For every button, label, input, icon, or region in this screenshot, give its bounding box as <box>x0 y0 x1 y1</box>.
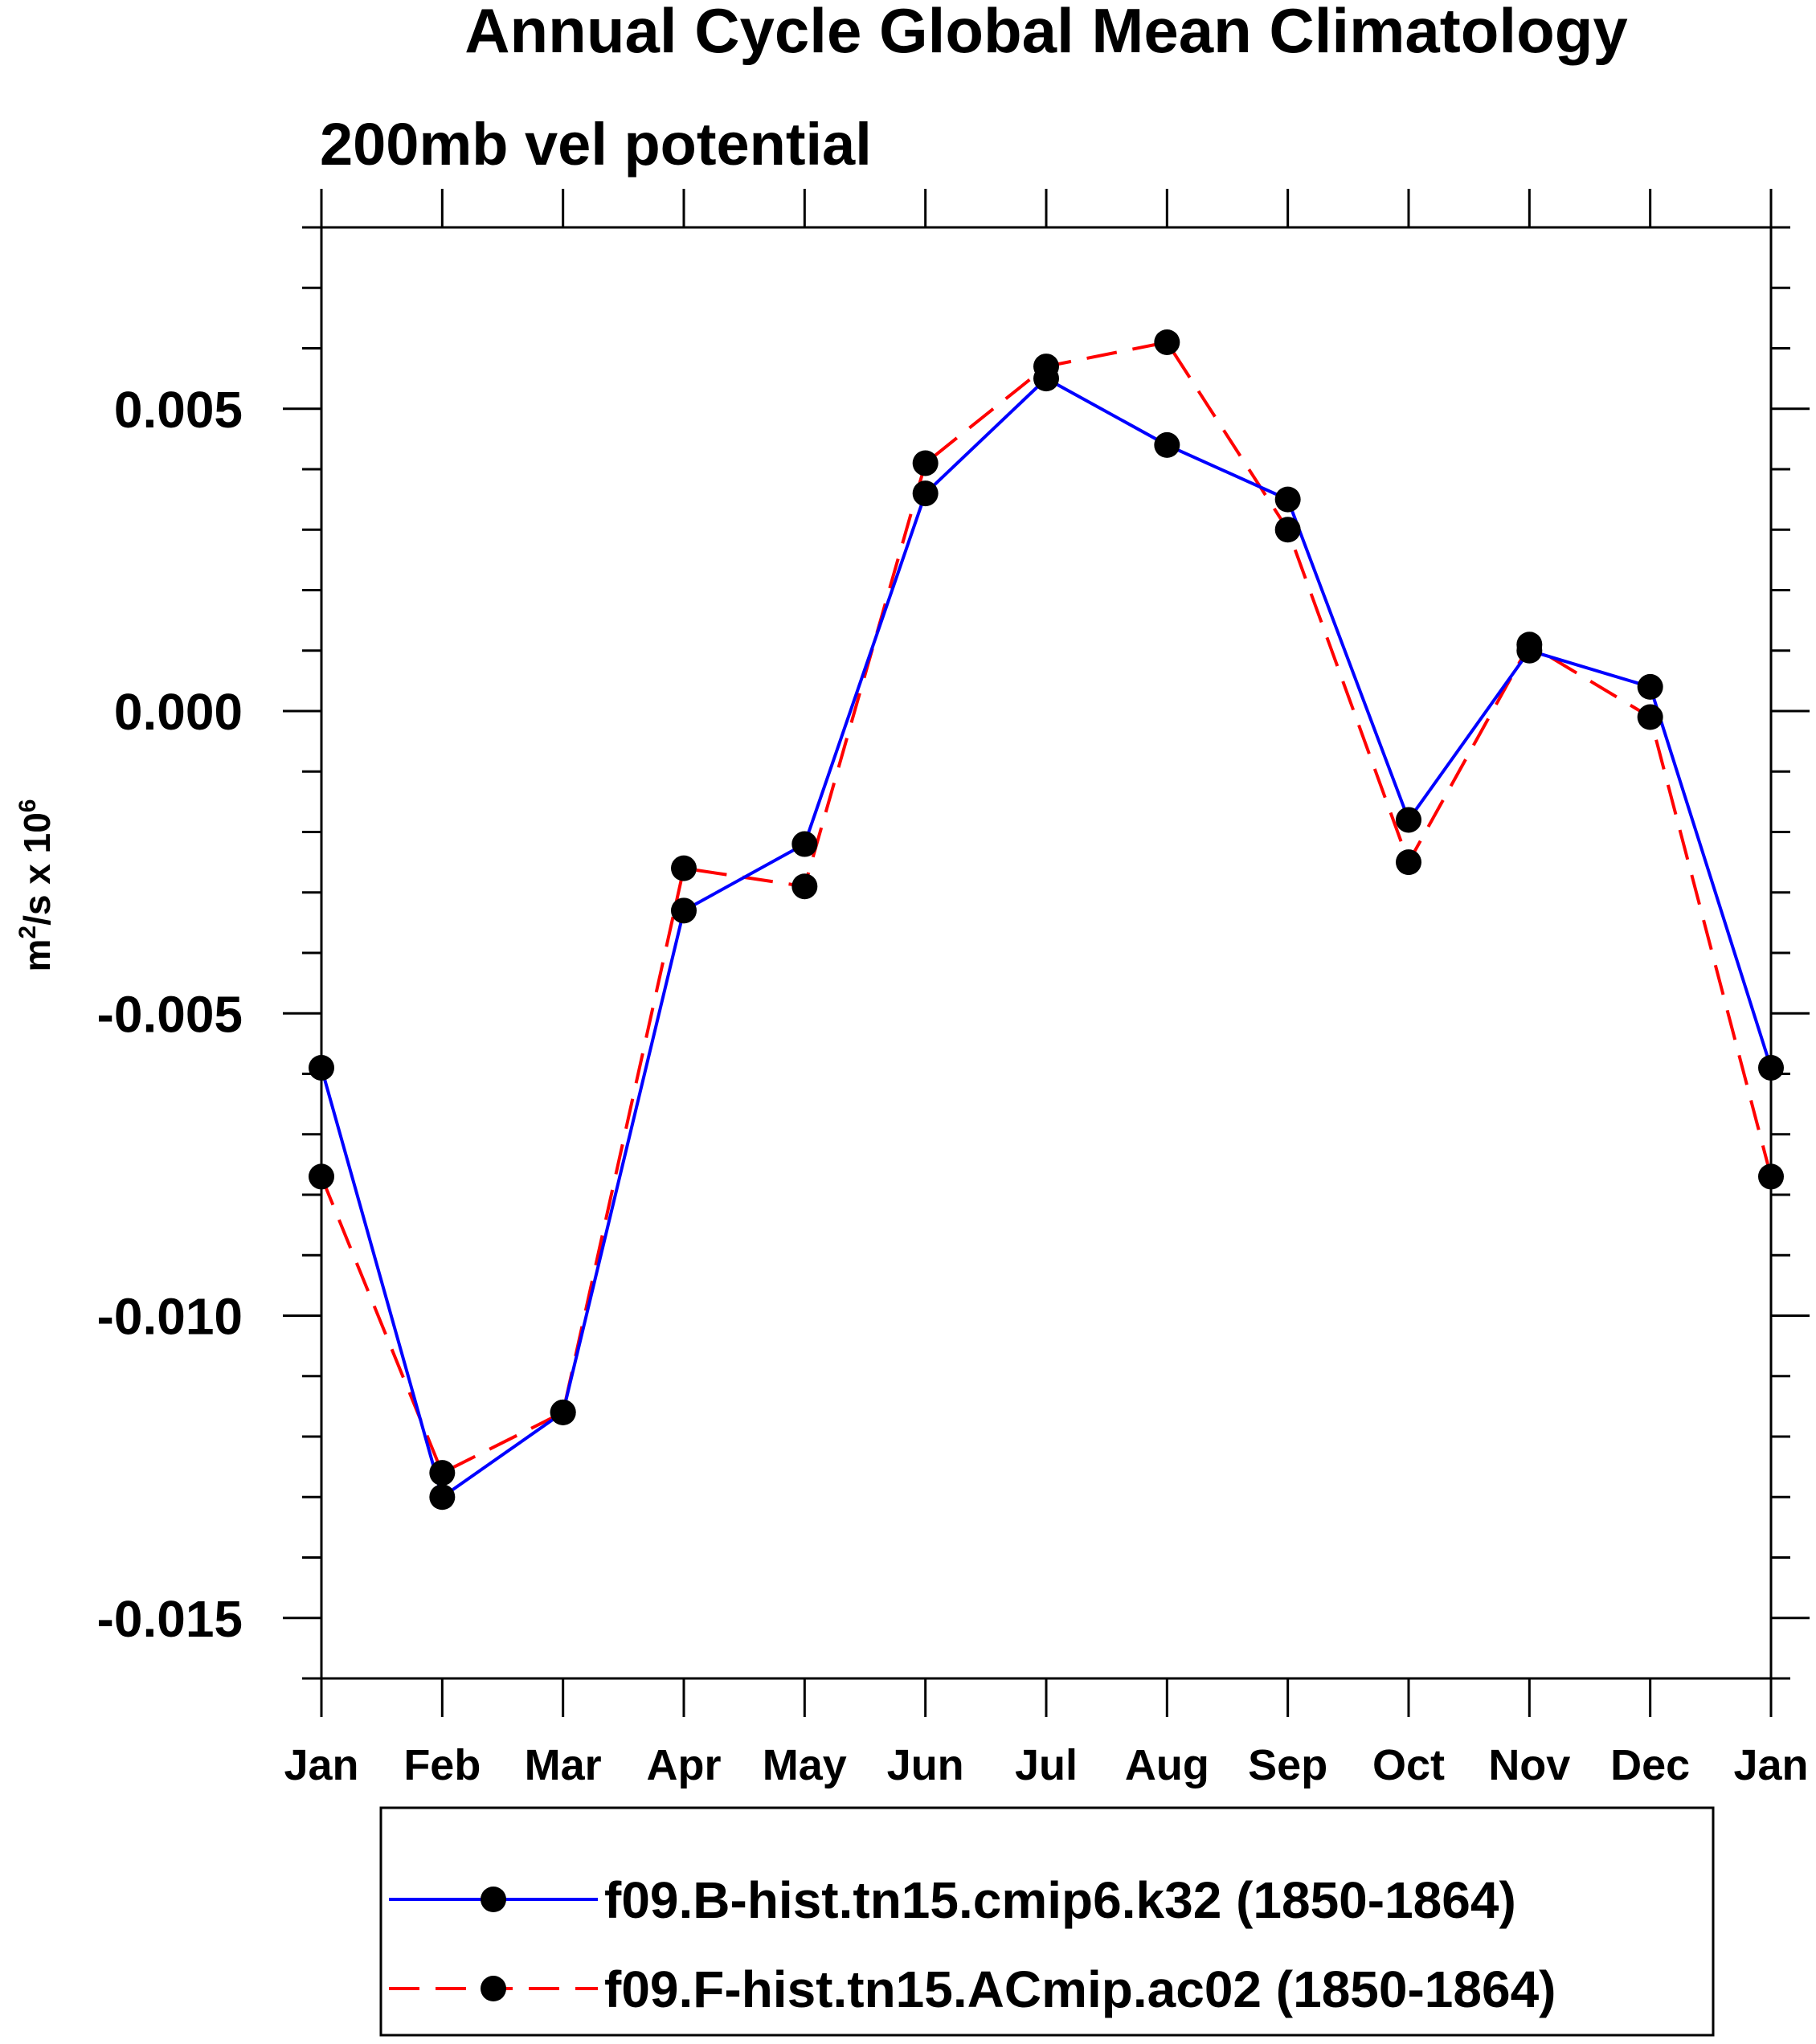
data-point <box>1758 1054 1784 1081</box>
legend-box <box>379 1806 1715 2037</box>
plot-frame <box>320 226 1773 1680</box>
legend: f09.B-hist.tn15.cmip6.k32 (1850-1864) f09… <box>389 1871 1556 2018</box>
x-tick-label: Jan <box>284 1741 358 1789</box>
x-tick-label: Dec <box>1610 1741 1690 1789</box>
data-point <box>791 873 818 900</box>
svg-text:m2/s x 106: m2/s x 106 <box>14 799 58 972</box>
y-axis-label-base: m <box>16 939 58 972</box>
y-axis-label-sup2: 6 <box>14 799 41 813</box>
y-axis-label-sup1: 2 <box>14 926 41 939</box>
data-point <box>1033 354 1059 380</box>
x-tick-label: Jul <box>1015 1741 1078 1789</box>
data-point <box>671 897 697 924</box>
data-point <box>1154 431 1180 458</box>
data-point <box>1274 486 1301 513</box>
series-1 <box>320 376 1773 1500</box>
data-point <box>309 1054 334 1081</box>
data-point <box>1396 849 1421 876</box>
legend-marker <box>481 1887 506 1912</box>
series-2 <box>320 340 1773 1475</box>
series-line <box>320 376 1773 1500</box>
data-point <box>1396 807 1421 833</box>
legend-entry-1: f09.B-hist.tn15.cmip6.k32 (1850-1864) <box>389 1871 1516 1929</box>
data-point <box>912 480 939 507</box>
axes: Jan Feb Mar Apr May Jun Jul Aug Sep Oct Nov Dec Jan 0… <box>97 189 1810 1789</box>
y-tick-label: -0.010 <box>97 1288 243 1346</box>
data-point <box>671 855 697 881</box>
data-point <box>1274 517 1301 543</box>
data-point <box>1637 704 1663 730</box>
x-tick-label: Aug <box>1125 1741 1209 1789</box>
x-tick-label: Apr <box>647 1741 722 1789</box>
series-1-markers <box>309 366 1784 1511</box>
chart-subtitle: 200mb vel potential <box>320 111 872 178</box>
legend-entry-2: f09.F-hist.tn15.ACmip.ac02 (1850-1864) <box>389 1960 1556 2018</box>
legend-label: f09.B-hist.tn15.cmip6.k32 (1850-1864) <box>604 1871 1516 1929</box>
data-point <box>1637 673 1663 700</box>
data-point <box>429 1484 456 1511</box>
data-point <box>429 1460 456 1486</box>
data-point <box>309 1163 334 1190</box>
x-tick-label: Jan <box>1733 1741 1808 1789</box>
series-line <box>320 340 1773 1475</box>
y-tick-label: 0.005 <box>114 381 243 439</box>
y-tick-label: -0.005 <box>97 985 243 1043</box>
x-tick-label: Mar <box>525 1741 602 1789</box>
data-point <box>1516 632 1543 658</box>
y-axis-label: m2/s x 106 <box>14 799 58 972</box>
legend-label: f09.F-hist.tn15.ACmip.ac02 (1850-1864) <box>604 1960 1556 2018</box>
y-tick-label: -0.015 <box>97 1590 243 1648</box>
chart-title: Annual Cycle Global Mean Climatology <box>464 0 1628 66</box>
y-tick-label: 0.000 <box>114 683 243 741</box>
series-2-markers <box>309 329 1784 1486</box>
x-tick-label: May <box>763 1741 847 1789</box>
data-point <box>550 1399 576 1425</box>
x-tick-label: Oct <box>1372 1741 1445 1789</box>
data-point <box>1154 329 1180 355</box>
y-axis-label-mid: /s x 10 <box>16 812 58 926</box>
data-point <box>912 450 939 476</box>
x-tick-label: Nov <box>1488 1741 1570 1789</box>
x-tick-label: Feb <box>403 1741 481 1789</box>
data-point <box>791 831 818 857</box>
legend-marker <box>481 1976 506 2001</box>
x-tick-label: Sep <box>1248 1741 1327 1789</box>
data-point <box>1758 1163 1784 1190</box>
series-layer <box>309 329 1784 1511</box>
x-tick-label: Jun <box>887 1741 964 1789</box>
